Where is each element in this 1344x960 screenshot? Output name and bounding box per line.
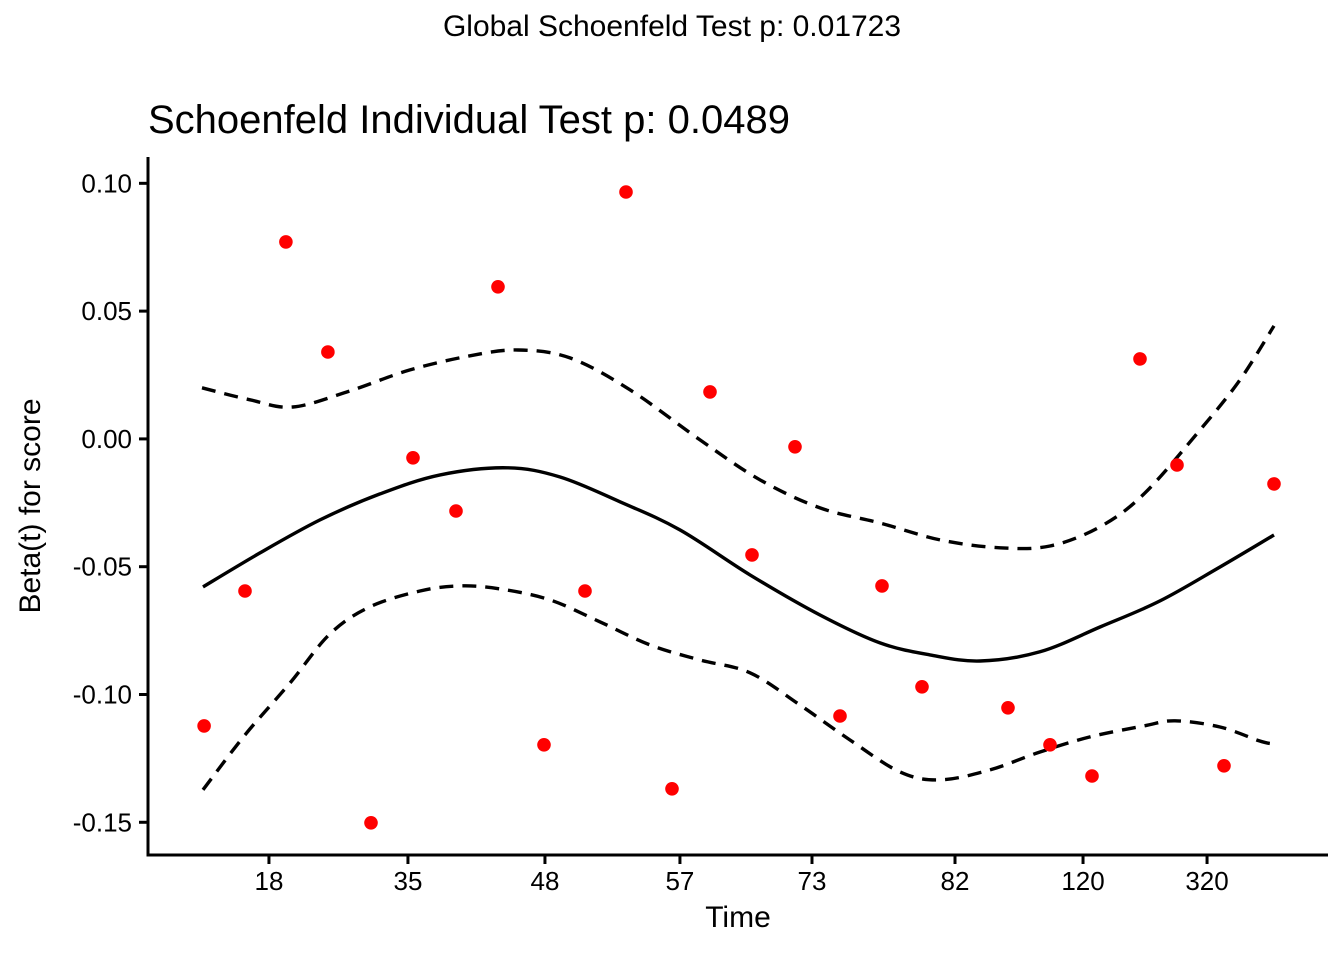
data-point bbox=[875, 579, 889, 593]
data-point bbox=[833, 709, 847, 723]
y-tick-label: -0.05 bbox=[73, 552, 132, 582]
data-point bbox=[238, 584, 252, 598]
data-point bbox=[1001, 701, 1015, 715]
x-tick-label: 73 bbox=[798, 866, 827, 896]
scatter-points bbox=[197, 185, 1281, 830]
axes bbox=[146, 157, 1328, 857]
individual-test-title: Schoenfeld Individual Test p: 0.0489 bbox=[148, 98, 790, 142]
data-point bbox=[321, 345, 335, 359]
x-tick-label: 320 bbox=[1185, 866, 1228, 896]
y-axis-ticks: 0.10 0.05 0.00 -0.05 -0.10 -0.15 bbox=[73, 168, 148, 837]
data-point bbox=[1267, 477, 1281, 491]
data-point bbox=[1217, 759, 1231, 773]
data-point bbox=[1133, 352, 1147, 366]
data-point bbox=[491, 280, 505, 294]
data-point bbox=[537, 738, 551, 752]
data-point bbox=[915, 680, 929, 694]
x-tick-label: 18 bbox=[254, 866, 283, 896]
data-point bbox=[578, 584, 592, 598]
y-tick-label: 0.00 bbox=[81, 424, 132, 454]
data-point bbox=[364, 816, 378, 830]
global-test-title: Global Schoenfeld Test p: 0.01723 bbox=[442, 10, 902, 43]
data-point bbox=[619, 185, 633, 199]
y-tick-label: -0.15 bbox=[73, 807, 132, 837]
y-tick-label: 0.10 bbox=[81, 168, 132, 198]
lower-confidence-band-dashed bbox=[201, 584, 1273, 791]
ci-upper-path bbox=[201, 324, 1276, 551]
data-point bbox=[703, 385, 717, 399]
x-tick-label: 120 bbox=[1061, 866, 1104, 896]
data-point bbox=[406, 451, 420, 465]
data-point bbox=[1043, 738, 1057, 752]
x-axis-title: Time bbox=[705, 901, 771, 934]
smooth-line-path bbox=[202, 466, 1275, 663]
data-point bbox=[197, 719, 211, 733]
smooth-fit-line bbox=[202, 466, 1275, 663]
data-point bbox=[665, 782, 679, 796]
x-tick-label: 82 bbox=[941, 866, 970, 896]
data-point bbox=[745, 548, 759, 562]
data-point bbox=[1085, 769, 1099, 783]
data-point bbox=[449, 504, 463, 518]
x-tick-label: 57 bbox=[665, 866, 694, 896]
y-tick-label: 0.05 bbox=[81, 296, 132, 326]
upper-confidence-band-dashed bbox=[201, 324, 1276, 551]
x-tick-label: 48 bbox=[530, 866, 559, 896]
x-tick-label: 35 bbox=[393, 866, 422, 896]
y-tick-label: -0.10 bbox=[73, 679, 132, 709]
ci-lower-path bbox=[201, 584, 1273, 791]
data-point bbox=[1170, 458, 1184, 472]
x-axis-ticks: 18 35 48 57 73 82 120 320 bbox=[254, 855, 1229, 896]
data-point bbox=[279, 235, 293, 249]
data-point bbox=[788, 440, 802, 454]
